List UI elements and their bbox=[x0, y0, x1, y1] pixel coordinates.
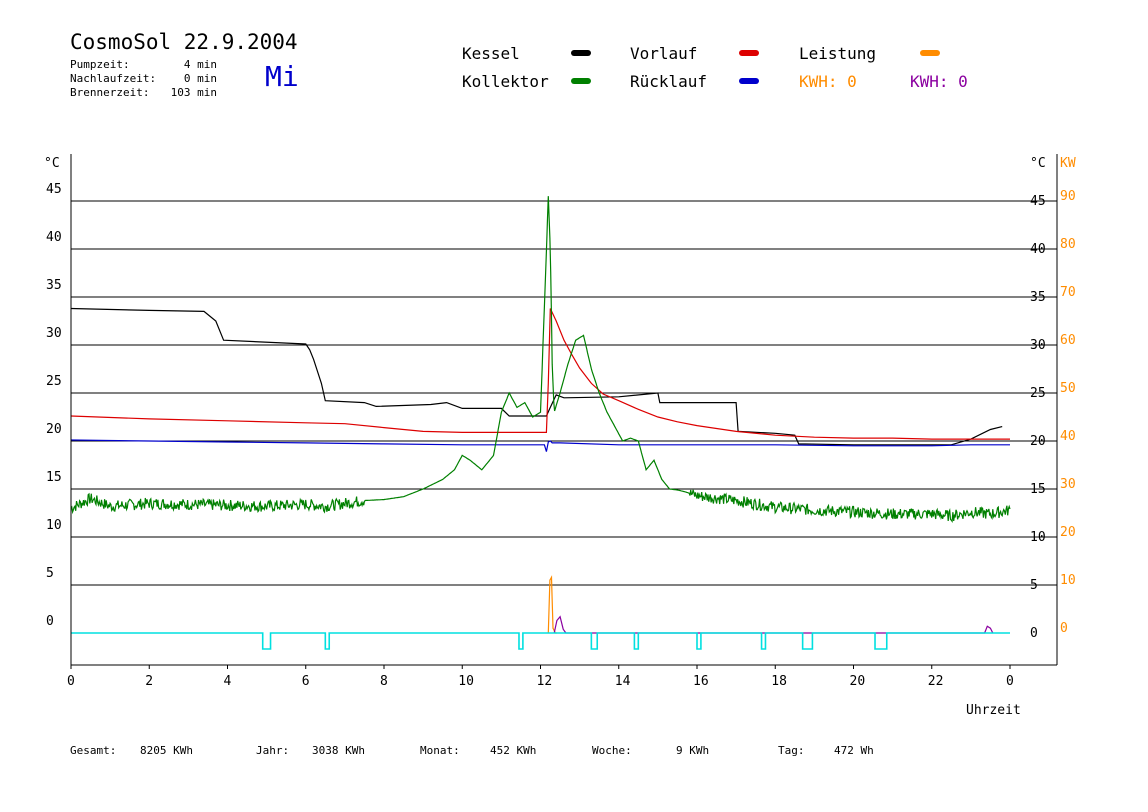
y2-tick-label: 70 bbox=[1060, 285, 1076, 300]
x-tick-label: 20 bbox=[850, 674, 866, 689]
follow-time-label: Nachlaufzeit: bbox=[70, 72, 157, 85]
x-tick-label: 0 bbox=[1006, 674, 1014, 689]
x-tick-label: 4 bbox=[224, 674, 232, 689]
y-tick-label-left: 30 bbox=[46, 326, 62, 341]
y2-tick-label: 20 bbox=[1060, 525, 1076, 540]
y-tick-label-left: 0 bbox=[46, 614, 54, 629]
y2-tick-label: 0 bbox=[1060, 621, 1068, 636]
x-axis-label: Uhrzeit bbox=[966, 703, 1021, 718]
footer-week-label: Woche: bbox=[592, 744, 632, 757]
y-tick-label-right: 45 bbox=[1030, 194, 1046, 209]
x-tick-label: 22 bbox=[928, 674, 944, 689]
weekday-label: Mi bbox=[265, 60, 299, 93]
y2-tick-label: 80 bbox=[1060, 237, 1076, 252]
y-tick-label-right: 35 bbox=[1030, 290, 1046, 305]
chart-title: CosmoSol 22.9.2004 bbox=[70, 30, 298, 54]
legend-ruecklauf: Rücklauf bbox=[630, 72, 708, 91]
x-tick-label: 12 bbox=[537, 674, 553, 689]
y-tick-label-right: 25 bbox=[1030, 386, 1046, 401]
footer-year-label: Jahr: bbox=[256, 744, 290, 757]
footer-month-label: Monat: bbox=[420, 744, 460, 757]
y2-axis-unit: KW bbox=[1060, 156, 1076, 171]
footer-day-value: 472 Wh bbox=[834, 744, 874, 757]
y-tick-label-left: 20 bbox=[46, 422, 62, 437]
x-tick-label: 0 bbox=[67, 674, 75, 689]
y-tick-label-left: 15 bbox=[46, 470, 62, 485]
y-tick-label-right: 30 bbox=[1030, 338, 1046, 353]
y2-tick-label: 30 bbox=[1060, 477, 1076, 492]
y-tick-label-right: 40 bbox=[1030, 242, 1046, 257]
x-tick-label: 6 bbox=[302, 674, 310, 689]
y2-tick-label: 60 bbox=[1060, 333, 1076, 348]
x-tick-label: 18 bbox=[771, 674, 787, 689]
temperature-chart: 0055101015152020252530303535404045450102… bbox=[44, 154, 1076, 718]
x-tick-label: 10 bbox=[458, 674, 474, 689]
y-tick-label-right: 10 bbox=[1030, 530, 1046, 545]
y2-tick-label: 50 bbox=[1060, 381, 1076, 396]
y-tick-label-right: 0 bbox=[1030, 626, 1038, 641]
legend-kollektor-swatch bbox=[571, 78, 591, 84]
series-rcklauf-line bbox=[70, 439, 1010, 452]
y-axis-unit-right: °C bbox=[1030, 156, 1046, 171]
footer-total-value: 8205 KWh bbox=[140, 744, 193, 757]
follow-time-value: 0 min bbox=[183, 72, 217, 85]
y-tick-label-left: 25 bbox=[46, 374, 62, 389]
y-axis-unit-left: °C bbox=[44, 156, 60, 171]
x-tick-label: 14 bbox=[615, 674, 631, 689]
y-tick-label-right: 20 bbox=[1030, 434, 1046, 449]
pump-time-value: 4 min bbox=[183, 58, 217, 71]
footer-month-value: 452 KWh bbox=[490, 744, 537, 757]
x-tick-label: 16 bbox=[693, 674, 709, 689]
y-tick-label-left: 10 bbox=[46, 518, 62, 533]
legend-vorlauf-swatch bbox=[739, 50, 759, 56]
x-tick-label: 8 bbox=[380, 674, 388, 689]
y-tick-label-right: 15 bbox=[1030, 482, 1046, 497]
y-tick-label-left: 40 bbox=[46, 230, 62, 245]
burner-time-label: Brennerzeit: bbox=[70, 86, 150, 99]
series-kessel-line bbox=[70, 307, 1003, 446]
legend-leistung-swatch bbox=[920, 50, 940, 56]
legend-kessel-swatch bbox=[571, 50, 591, 56]
pump-time-label: Pumpzeit: bbox=[70, 58, 130, 71]
y2-tick-label: 10 bbox=[1060, 573, 1076, 588]
y-tick-label-left: 35 bbox=[46, 278, 62, 293]
legend-vorlauf: Vorlauf bbox=[630, 44, 698, 63]
burner-time-value: 103 min bbox=[170, 86, 217, 99]
footer-week-value: 9 KWh bbox=[676, 744, 710, 757]
x-tick-label: 2 bbox=[145, 674, 153, 689]
footer-year-value: 3038 KWh bbox=[312, 744, 365, 757]
y-tick-label-left: 45 bbox=[46, 182, 62, 197]
legend-leistung: Leistung bbox=[799, 44, 877, 63]
legend-ruecklauf-swatch bbox=[739, 78, 759, 84]
footer-day-label: Tag: bbox=[778, 744, 805, 757]
series-pump-line bbox=[71, 632, 1010, 650]
y-tick-label-right: 5 bbox=[1030, 578, 1038, 593]
series-vorlauf-line bbox=[70, 308, 1010, 440]
legend-kollektor: Kollektor bbox=[462, 72, 549, 91]
y2-tick-label: 40 bbox=[1060, 429, 1076, 444]
legend-kessel: Kessel bbox=[462, 44, 520, 63]
legend-kwh-orange: KWH: 0 bbox=[799, 72, 857, 91]
y-tick-label-left: 5 bbox=[46, 566, 54, 581]
footer-total-label: Gesamt: bbox=[70, 744, 117, 757]
y2-tick-label: 90 bbox=[1060, 189, 1076, 204]
legend-kwh-purple: KWH: 0 bbox=[910, 72, 968, 91]
series-kwh-line bbox=[553, 615, 994, 634]
series-kollektor-line bbox=[70, 196, 1011, 523]
